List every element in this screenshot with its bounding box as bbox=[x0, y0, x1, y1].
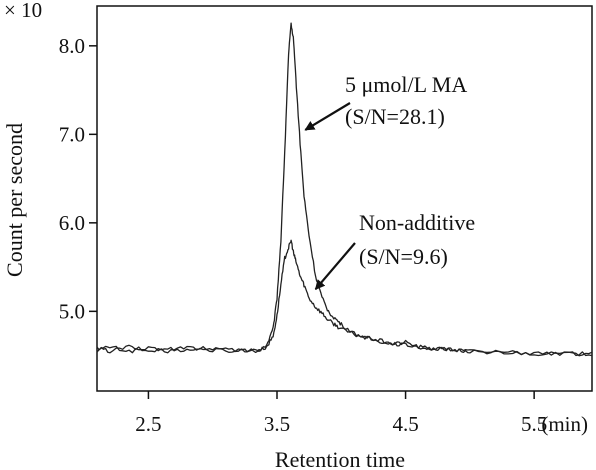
y-tick-label: 7.0 bbox=[59, 122, 85, 146]
annotations: 5 μmol/L MA (S/N=28.1) Non-additive (S/N=9.… bbox=[304, 72, 475, 290]
x-tick-label: 2.5 bbox=[135, 412, 161, 436]
x-axis-ticks: 2.5 3.5 4.5 5.5 bbox=[135, 391, 547, 436]
annotation-arrow bbox=[304, 102, 351, 131]
x-axis-title: Retention time bbox=[275, 447, 405, 470]
series-lines bbox=[96, 22, 593, 357]
y-axis-ticks: 5.0 6.0 7.0 8.0 bbox=[59, 34, 97, 323]
x-tick-label: 4.5 bbox=[392, 412, 418, 436]
y-tick-label: 6.0 bbox=[59, 211, 85, 235]
y-axis-title: Count per second bbox=[2, 123, 27, 277]
x-tick-label: 3.5 bbox=[264, 412, 290, 436]
y-tick-label: 8.0 bbox=[59, 34, 85, 58]
y-multiplier: × 10 bbox=[4, 0, 42, 22]
annotation-sn-label: (S/N=9.6) bbox=[359, 244, 448, 269]
x-tick-label: 5.5 bbox=[521, 412, 547, 436]
annotation-label: Non-additive bbox=[359, 210, 475, 235]
annotation-sn-label: (S/N=28.1) bbox=[345, 104, 445, 129]
annotation-label: 5 μmol/L MA bbox=[345, 72, 467, 97]
plot-frame bbox=[96, 5, 593, 392]
series-line-non-additive bbox=[96, 239, 593, 357]
x-unit-label: (min) bbox=[541, 412, 588, 436]
y-tick-label: 5.0 bbox=[59, 299, 85, 323]
annotation-arrow bbox=[314, 242, 356, 290]
